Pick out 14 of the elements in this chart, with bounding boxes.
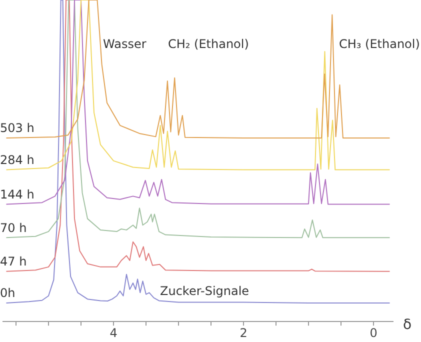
series-label: 503 h	[0, 121, 34, 136]
series-label: 47 h	[0, 254, 27, 269]
x-tick-label: 4	[110, 326, 118, 340]
x-tick-label: 0	[370, 326, 378, 340]
annotation: Zucker-Signale	[160, 284, 250, 298]
annotation: CH₃ (Ethanol)	[339, 37, 420, 52]
x-axis-title: δ	[403, 317, 412, 334]
series-label: 144 h	[0, 187, 34, 202]
annotation: CH₂ (Ethanol)	[168, 37, 249, 52]
series-label: 70 h	[0, 220, 27, 235]
series-label: 0h	[0, 286, 16, 300]
x-tick-label: 2	[240, 326, 248, 340]
series-label: 284 h	[0, 152, 34, 167]
annotation: Wasser	[103, 37, 146, 52]
